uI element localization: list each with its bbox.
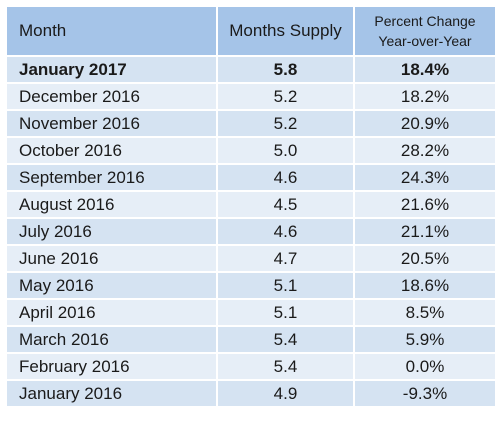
column-header-percent-change: Percent Change Year-over-Year bbox=[355, 7, 495, 55]
table-row: August 2016 4.5 21.6% bbox=[7, 192, 495, 217]
cell-percent-change: -9.3% bbox=[355, 381, 495, 406]
table-row: February 2016 5.4 0.0% bbox=[7, 354, 495, 379]
cell-percent-change: 8.5% bbox=[355, 300, 495, 325]
cell-months-supply: 5.2 bbox=[218, 111, 353, 136]
table-row: March 2016 5.4 5.9% bbox=[7, 327, 495, 352]
cell-month: November 2016 bbox=[7, 111, 216, 136]
months-supply-table-container: Month Months Supply Percent Change Year-… bbox=[5, 5, 495, 408]
cell-percent-change: 24.3% bbox=[355, 165, 495, 190]
cell-month: May 2016 bbox=[7, 273, 216, 298]
cell-percent-change: 18.6% bbox=[355, 273, 495, 298]
cell-month: January 2017 bbox=[7, 57, 216, 82]
column-header-percent-change-line1: Percent Change bbox=[374, 13, 476, 29]
cell-months-supply: 4.5 bbox=[218, 192, 353, 217]
cell-month: January 2016 bbox=[7, 381, 216, 406]
cell-month: June 2016 bbox=[7, 246, 216, 271]
cell-months-supply: 5.4 bbox=[218, 327, 353, 352]
table-row: June 2016 4.7 20.5% bbox=[7, 246, 495, 271]
cell-months-supply: 5.1 bbox=[218, 300, 353, 325]
cell-percent-change: 18.2% bbox=[355, 84, 495, 109]
column-header-percent-change-line2: Year-over-Year bbox=[378, 33, 472, 49]
cell-month: February 2016 bbox=[7, 354, 216, 379]
cell-month: August 2016 bbox=[7, 192, 216, 217]
cell-month: April 2016 bbox=[7, 300, 216, 325]
cell-percent-change: 20.9% bbox=[355, 111, 495, 136]
table-row: December 2016 5.2 18.2% bbox=[7, 84, 495, 109]
cell-months-supply: 4.6 bbox=[218, 219, 353, 244]
cell-month: March 2016 bbox=[7, 327, 216, 352]
table-body: January 2017 5.8 18.4% December 2016 5.2 18.2… bbox=[7, 57, 495, 406]
table-header-row: Month Months Supply Percent Change Year-… bbox=[7, 7, 495, 55]
column-header-month: Month bbox=[7, 7, 216, 55]
table-row: January 2017 5.8 18.4% bbox=[7, 57, 495, 82]
cell-percent-change: 0.0% bbox=[355, 354, 495, 379]
months-supply-table: Month Months Supply Percent Change Year-… bbox=[5, 5, 497, 408]
table-row: September 2016 4.6 24.3% bbox=[7, 165, 495, 190]
cell-month: September 2016 bbox=[7, 165, 216, 190]
cell-percent-change: 21.1% bbox=[355, 219, 495, 244]
cell-months-supply: 5.2 bbox=[218, 84, 353, 109]
cell-month: December 2016 bbox=[7, 84, 216, 109]
table-row: May 2016 5.1 18.6% bbox=[7, 273, 495, 298]
cell-months-supply: 5.8 bbox=[218, 57, 353, 82]
cell-months-supply: 5.4 bbox=[218, 354, 353, 379]
cell-months-supply: 4.9 bbox=[218, 381, 353, 406]
cell-months-supply: 4.6 bbox=[218, 165, 353, 190]
cell-months-supply: 4.7 bbox=[218, 246, 353, 271]
table-row: October 2016 5.0 28.2% bbox=[7, 138, 495, 163]
cell-percent-change: 21.6% bbox=[355, 192, 495, 217]
cell-percent-change: 5.9% bbox=[355, 327, 495, 352]
cell-percent-change: 18.4% bbox=[355, 57, 495, 82]
cell-percent-change: 20.5% bbox=[355, 246, 495, 271]
table-row: November 2016 5.2 20.9% bbox=[7, 111, 495, 136]
cell-month: October 2016 bbox=[7, 138, 216, 163]
table-row: July 2016 4.6 21.1% bbox=[7, 219, 495, 244]
table-row: April 2016 5.1 8.5% bbox=[7, 300, 495, 325]
cell-months-supply: 5.1 bbox=[218, 273, 353, 298]
cell-month: July 2016 bbox=[7, 219, 216, 244]
column-header-months-supply: Months Supply bbox=[218, 7, 353, 55]
cell-months-supply: 5.0 bbox=[218, 138, 353, 163]
cell-percent-change: 28.2% bbox=[355, 138, 495, 163]
table-row: January 2016 4.9 -9.3% bbox=[7, 381, 495, 406]
